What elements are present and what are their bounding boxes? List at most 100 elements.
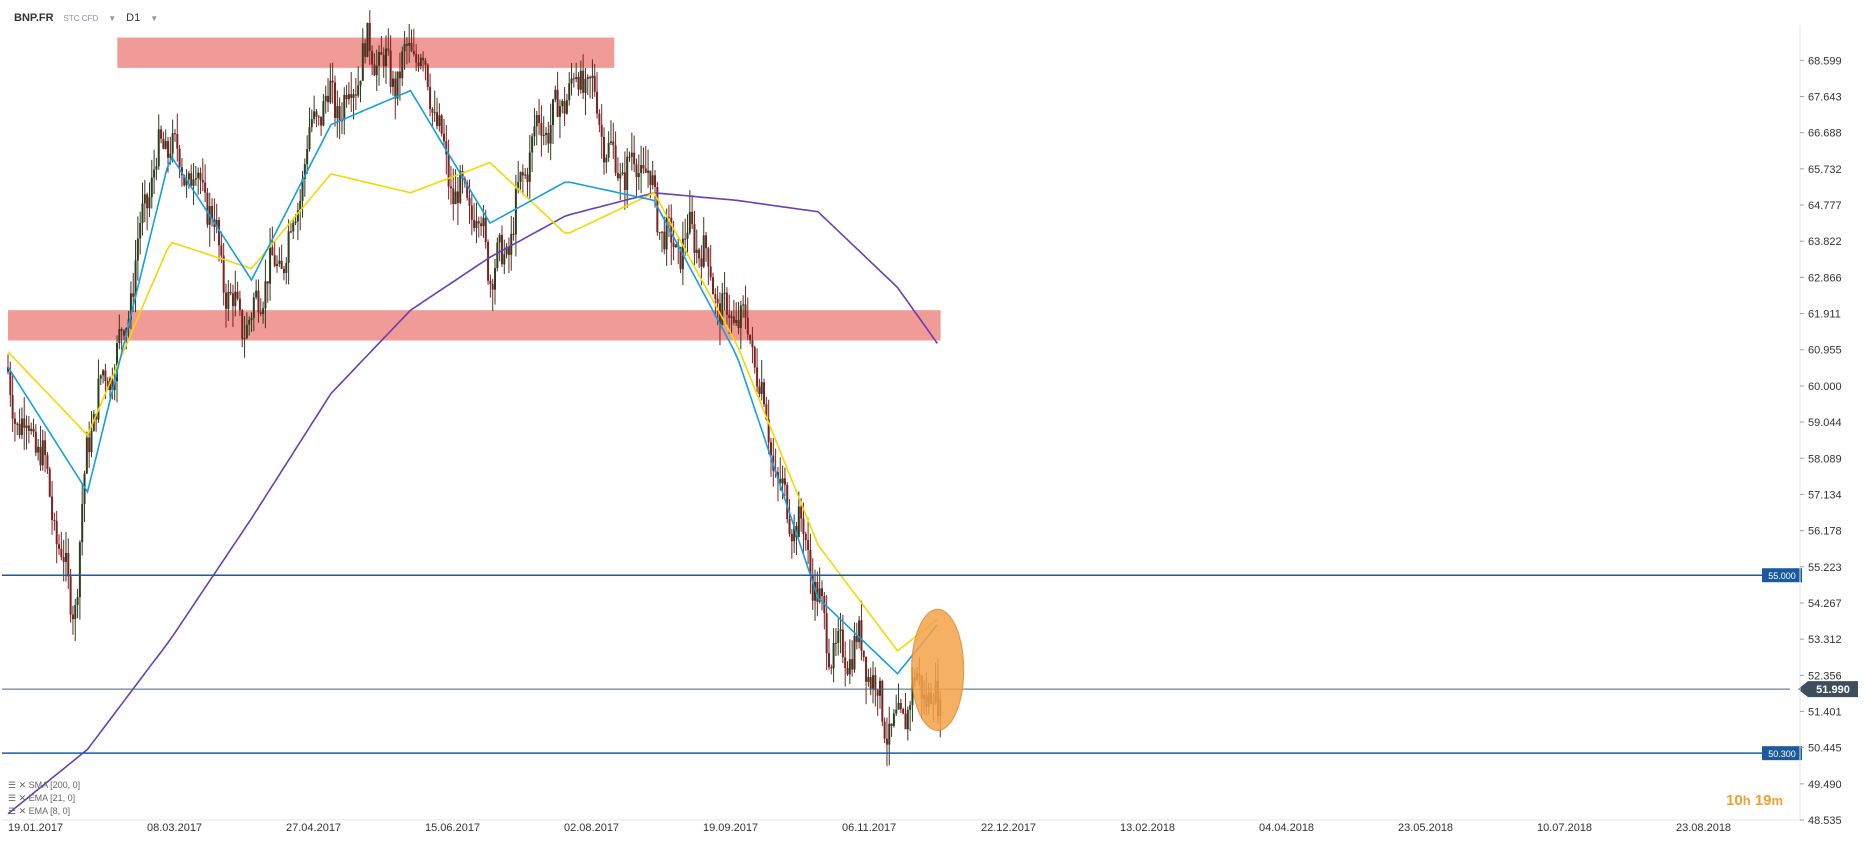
candle-body xyxy=(876,690,879,696)
candle-body xyxy=(276,263,279,266)
candle-body xyxy=(201,179,204,183)
candle-body xyxy=(197,172,200,179)
candle-body xyxy=(732,316,735,323)
candle-body xyxy=(320,116,323,126)
candle-body xyxy=(438,115,441,126)
y-tick-label: 57.134 xyxy=(1808,489,1842,501)
indicator-ema21[interactable]: ☰ ✕ EMA [21, 0] xyxy=(8,793,76,803)
candle-body xyxy=(575,76,578,80)
candle-body xyxy=(498,234,501,243)
candle-body xyxy=(30,428,33,431)
candle-body xyxy=(505,246,508,255)
candle-body xyxy=(294,221,297,223)
candle-body xyxy=(417,62,420,67)
candle-body xyxy=(442,133,445,142)
y-tick-label: 64.777 xyxy=(1808,200,1842,212)
candle-body xyxy=(765,404,768,420)
candle-body xyxy=(591,75,594,79)
y-tick-label: 50.445 xyxy=(1808,743,1842,755)
timer-minutes: 19 xyxy=(1754,792,1772,809)
candle-body xyxy=(561,101,564,107)
candle-body xyxy=(830,667,833,669)
candle-body xyxy=(269,247,272,284)
y-tick-label: 49.490 xyxy=(1808,779,1842,791)
timeframe-label[interactable]: D1 xyxy=(126,12,141,24)
candle-body xyxy=(705,235,708,249)
candle-body xyxy=(60,548,63,558)
y-tick-label: 67.643 xyxy=(1808,92,1842,104)
x-tick-label: 08.03.2017 xyxy=(147,822,202,834)
candle-body xyxy=(449,186,452,189)
y-tick-label: 68.599 xyxy=(1808,55,1842,67)
indicator-sma[interactable]: ☰ ✕ SMA [200, 0] xyxy=(8,780,81,790)
candle-body xyxy=(115,343,118,382)
candle-body xyxy=(387,48,390,51)
candle-body xyxy=(178,148,181,168)
candle-body xyxy=(343,95,346,121)
candle-body xyxy=(245,324,248,339)
candle-body xyxy=(714,294,717,299)
candle-body xyxy=(832,643,835,669)
candle-body xyxy=(461,171,464,179)
candle-body xyxy=(104,370,107,382)
candle-body xyxy=(23,418,26,428)
timeframe-chevron-down-icon[interactable]: ▼ xyxy=(150,13,159,23)
candle-body xyxy=(869,677,872,689)
candle-body xyxy=(660,231,663,233)
candle-body xyxy=(364,43,367,57)
candle-body xyxy=(11,395,14,419)
candle-body xyxy=(737,319,740,329)
candle-body xyxy=(62,557,65,562)
candle-body xyxy=(545,132,548,135)
candle-body xyxy=(667,216,670,218)
candle-body xyxy=(626,156,629,191)
candle-body xyxy=(403,43,406,52)
candle-body xyxy=(53,520,56,522)
candle-body xyxy=(227,291,230,309)
candle-body xyxy=(547,132,550,144)
candle-body xyxy=(39,446,42,466)
candle-body xyxy=(350,94,353,98)
y-tick-label: 56.178 xyxy=(1808,526,1842,538)
candle-body xyxy=(709,266,712,278)
candle-body xyxy=(749,334,752,341)
candle-body xyxy=(32,428,35,432)
candle-body xyxy=(721,293,724,325)
candle-body xyxy=(834,642,837,644)
candle-body xyxy=(433,112,436,114)
candle-body xyxy=(892,713,895,726)
candle-body xyxy=(9,371,12,396)
level-tag xyxy=(1762,568,1802,583)
indicator-ema8[interactable]: ☰ ✕ EMA [8, 0] xyxy=(8,806,71,816)
candle-body xyxy=(345,95,348,100)
candle-body xyxy=(487,242,490,281)
candle-body xyxy=(324,95,327,102)
candle-body xyxy=(860,620,863,651)
candle-body xyxy=(781,478,784,484)
candle-body xyxy=(475,221,478,228)
candle-body xyxy=(735,319,738,323)
chevron-down-icon[interactable]: ▼ xyxy=(108,13,117,23)
candle-body xyxy=(285,262,288,274)
candle-body xyxy=(25,425,28,428)
candle-body xyxy=(155,166,158,170)
candle-body xyxy=(647,170,650,173)
candle-body xyxy=(825,613,828,654)
candle-body xyxy=(605,157,608,163)
candle-body xyxy=(698,249,701,259)
candle-body xyxy=(97,378,100,420)
candle-body xyxy=(577,76,580,90)
candle-body xyxy=(173,133,176,135)
candle-body xyxy=(106,381,109,390)
chart-header: BNP.FR STC CFD ▼ D1 ▼ xyxy=(14,12,158,24)
candle-body xyxy=(64,552,67,562)
symbol-label[interactable]: BNP.FR xyxy=(14,12,54,24)
candle-body xyxy=(162,138,165,149)
x-tick-label: 13.02.2018 xyxy=(1120,822,1175,834)
candle-body xyxy=(16,423,19,425)
candle-body xyxy=(46,455,49,469)
candle-body xyxy=(148,197,151,209)
candle-body xyxy=(141,203,144,224)
candle-body xyxy=(431,108,434,113)
